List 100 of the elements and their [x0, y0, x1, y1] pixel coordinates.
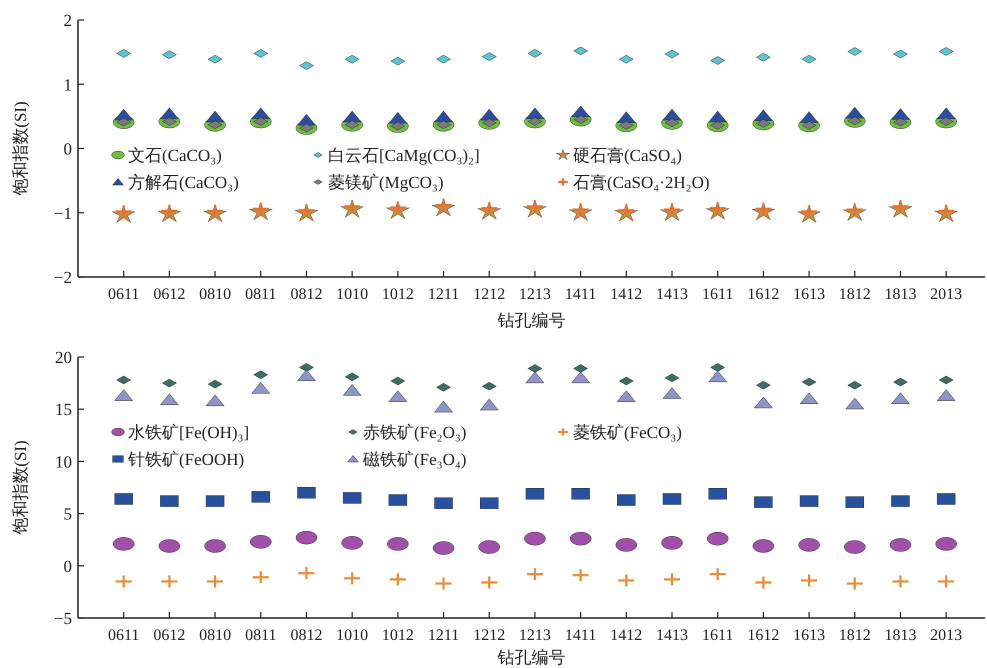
point: [160, 574, 178, 589]
x-tick-label: 0811: [245, 286, 276, 303]
x-tick-label: 1813: [884, 627, 916, 644]
x-tick-label: 1412: [610, 627, 642, 644]
legend-label: 白云石[CaMg(CO₃)₂]: [328, 146, 480, 165]
point: [434, 576, 453, 591]
y-tick-label: −2: [54, 268, 72, 287]
x-tick-label: 1010: [336, 627, 368, 644]
x-tick-label: 1411: [564, 627, 596, 644]
point: [754, 575, 772, 590]
point: [617, 203, 636, 218]
point: [343, 571, 362, 586]
point: [800, 204, 818, 219]
x-tick-label: 1211: [428, 286, 460, 303]
x-tick-label: 0810: [199, 627, 232, 644]
legend-label: 石膏(CaSO₄·2H₂O): [573, 173, 710, 192]
x-tick-label: 1012: [382, 286, 414, 303]
point: [891, 199, 910, 214]
legend-label: 硬石膏(CaSO₄): [573, 146, 682, 165]
y-tick-label: −5: [54, 609, 72, 628]
point: [206, 204, 224, 218]
point: [846, 202, 864, 217]
point: [114, 574, 133, 589]
point: [252, 570, 270, 584]
y-tick-label: 20: [55, 348, 72, 367]
point: [572, 202, 590, 217]
y-tick-label: 5: [64, 504, 72, 524]
x-tick-label: 0812: [290, 286, 322, 303]
x-tick-label: 1212: [473, 286, 506, 303]
x-tick-label: 1412: [610, 286, 642, 303]
y-tick-label: −1: [54, 204, 72, 223]
x-tick-label: 1411: [564, 286, 596, 303]
point: [754, 202, 772, 216]
point: [937, 574, 956, 589]
legend-label: 赤铁矿(Fe₂O₃): [363, 423, 466, 442]
y-tick-label: 0: [64, 140, 72, 158]
x-tick-label: 1413: [656, 627, 688, 644]
x-tick-label: 1813: [884, 286, 916, 303]
y-tick-label: 10: [55, 452, 72, 472]
y-axis-title: 饱和指数(SI): [11, 101, 30, 197]
x-tick-label: 0611: [108, 627, 140, 644]
x-tick-label: 2013: [930, 627, 962, 644]
legend-label: 水铁矿[Fe(OH)₃]: [128, 423, 250, 442]
legend-label: 菱镁矿(MgCO₃): [328, 173, 444, 192]
x-tick-label: 1012: [382, 627, 414, 644]
x-tick-label: 0612: [153, 627, 186, 644]
x-tick-label: 1413: [656, 286, 688, 303]
x-tick-label: 1613: [793, 627, 826, 644]
point: [480, 575, 498, 590]
x-tick-label: 0612: [153, 286, 186, 303]
point: [572, 568, 590, 582]
point: [708, 567, 727, 582]
y-tick-label: 0: [64, 556, 72, 576]
x-tick-label: 0810: [199, 286, 232, 303]
legend-label: 磁铁矿(Fe₃O₄): [362, 450, 466, 469]
point: [343, 199, 362, 214]
point: [206, 574, 224, 589]
point: [526, 567, 544, 582]
y-axis-title: 饱和指数(SI): [11, 440, 30, 536]
x-tick-label: 1611: [702, 627, 734, 644]
point: [891, 574, 910, 589]
point: [160, 204, 178, 218]
x-tick-label: 1213: [518, 627, 551, 644]
x-axis-title: 钻孔编号: [496, 311, 566, 330]
legend-label: 菱铁矿(FeCO₃): [573, 423, 682, 442]
x-tick-label: 0611: [108, 286, 140, 303]
point: [662, 202, 682, 217]
point: [297, 203, 316, 218]
point: [388, 572, 407, 586]
point: [526, 199, 544, 214]
point: [662, 572, 682, 586]
y-tick-label: 2: [64, 11, 72, 30]
legend-label: 针铁矿(FeOOH): [127, 450, 244, 469]
x-tick-label: 1213: [518, 286, 551, 303]
point: [114, 204, 133, 219]
x-tick-label: 2013: [930, 286, 962, 303]
point: [846, 576, 864, 591]
x-tick-label: 1613: [793, 286, 826, 303]
x-axis-title: 钻孔编号: [496, 648, 566, 667]
x-tick-label: 0812: [290, 627, 322, 644]
y-tick-label: 15: [55, 400, 72, 420]
point: [434, 198, 453, 212]
x-tick-label: 1612: [747, 627, 780, 644]
x-tick-label: 1211: [428, 627, 460, 644]
point: [297, 566, 316, 580]
point: [800, 573, 818, 588]
x-tick-label: 0811: [245, 627, 276, 644]
x-tick-label: 1212: [473, 627, 506, 644]
x-tick-label: 1812: [838, 627, 871, 644]
x-tick-label: 1812: [838, 286, 871, 303]
point: [937, 204, 956, 218]
point: [252, 202, 270, 216]
legend-label: 文石(CaCO₃): [128, 146, 222, 165]
point: [617, 573, 636, 588]
x-tick-label: 1612: [747, 286, 780, 303]
x-tick-label: 1611: [702, 286, 734, 303]
legend-label: 方解石(CaCO₃): [128, 173, 239, 192]
point: [480, 201, 498, 216]
y-tick-label: 1: [64, 75, 72, 94]
point: [708, 201, 727, 216]
